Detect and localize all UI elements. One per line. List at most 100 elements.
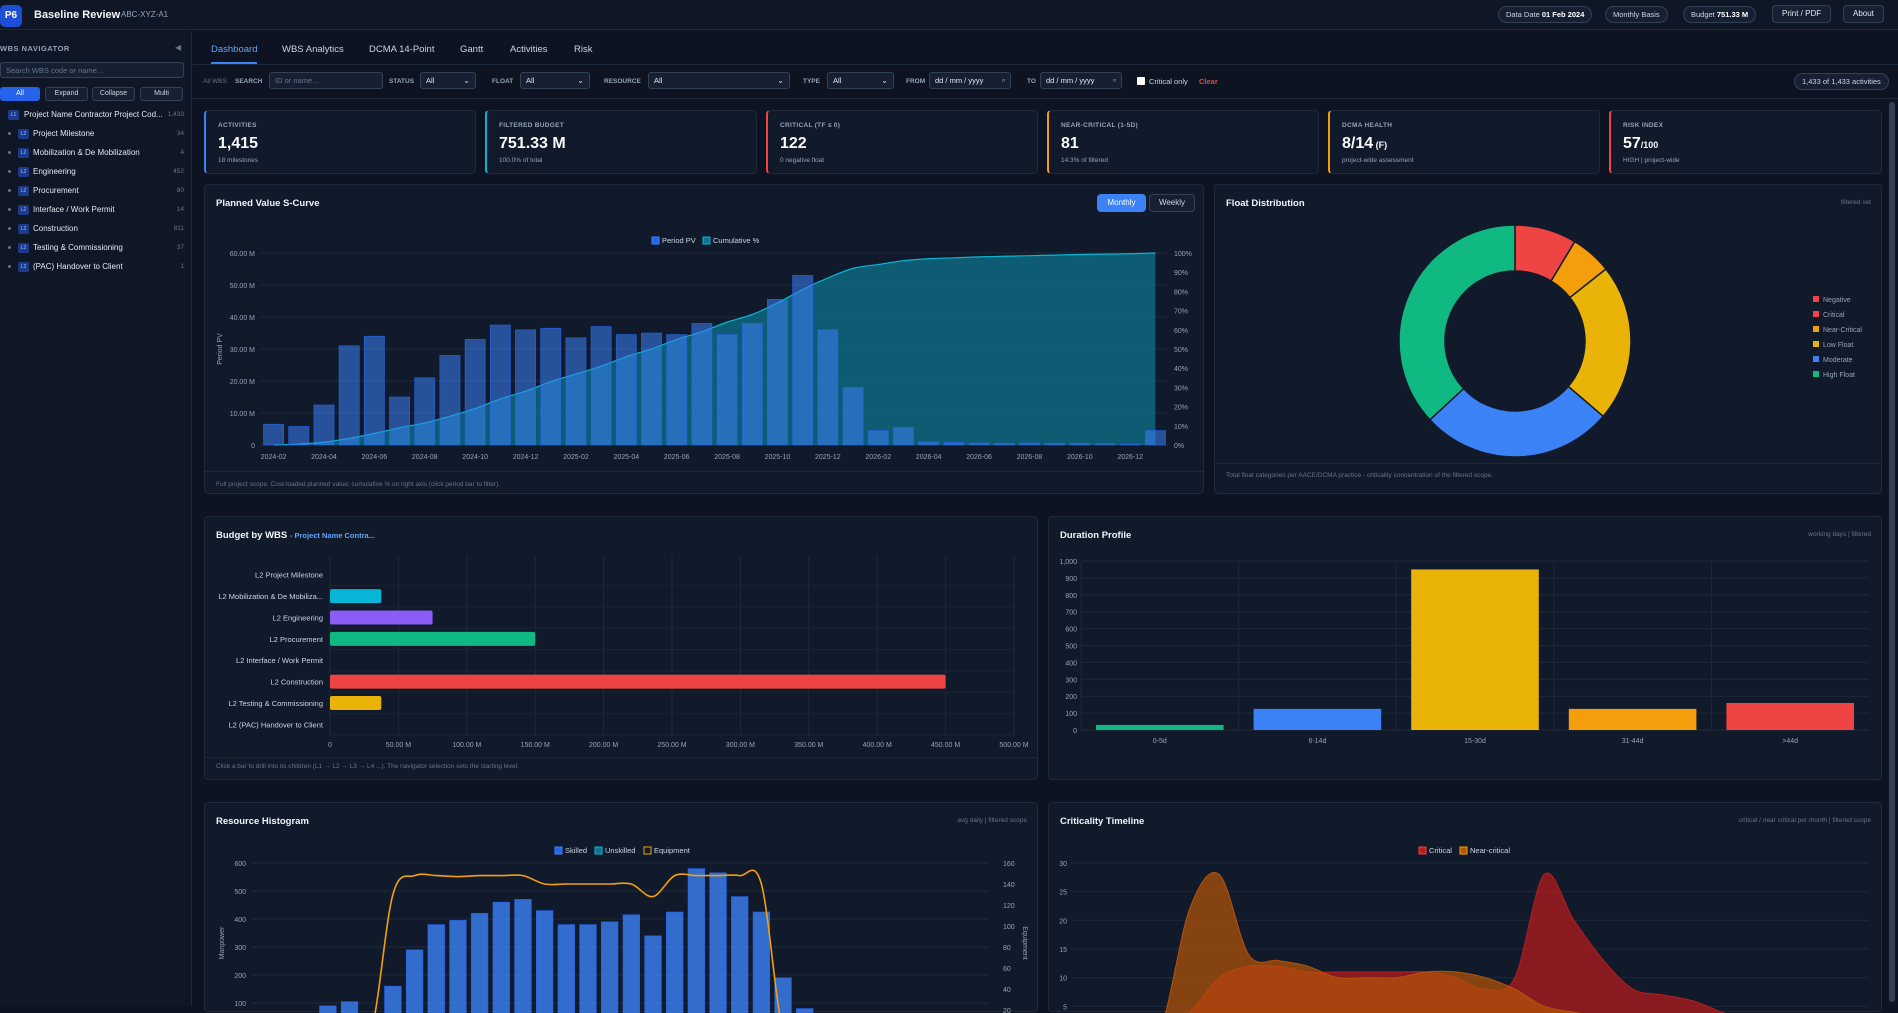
expand-button[interactable]: Expand (45, 87, 88, 101)
legend-label: Unskilled (605, 846, 635, 855)
about-button[interactable]: About (1843, 5, 1884, 23)
pv-bar (515, 329, 536, 446)
pv-bar (792, 275, 814, 446)
y-tick-label: 100 (1065, 711, 1077, 718)
print-pdf-button[interactable]: Print / PDF (1772, 5, 1832, 23)
wbs-row[interactable]: L2 Mobilization & De Mobilization 4 (0, 145, 188, 161)
search-input[interactable]: ID or name... (269, 72, 383, 89)
page-scrollbar[interactable] (1888, 100, 1896, 1006)
kpi-value: 122 (780, 135, 807, 153)
chevron-down-icon: ⌄ (881, 76, 888, 85)
y-tick-label: 600 (234, 861, 246, 868)
pv-bar (918, 441, 940, 446)
tab-gantt[interactable]: Gantt (460, 44, 484, 55)
y-tick-label: 600 (1065, 627, 1077, 634)
tab-activities[interactable]: Activities (510, 44, 548, 55)
budget-chart[interactable]: 0 50.00 M 100.00 M 150.00 M 200.00 M 250.00 M… (205, 517, 1039, 757)
critical-only-checkbox[interactable] (1137, 77, 1145, 85)
pv-bar (1119, 443, 1141, 446)
category-label: L2 Engineering (273, 613, 323, 622)
tab-dashboard[interactable]: Dashboard (211, 36, 258, 64)
y2-tick-label: 10% (1174, 424, 1188, 431)
multi-button[interactable]: Multi (140, 87, 183, 101)
monthly-toggle[interactable]: Monthly (1097, 194, 1146, 212)
panel-divider (1215, 463, 1881, 464)
budget-value: 751.33 M (1716, 10, 1749, 19)
from-date-input[interactable]: dd / mm / yyyy ▫ (929, 72, 1011, 89)
scrollbar-thumb[interactable] (1889, 102, 1895, 1002)
y-tick-label: 5 (1063, 1004, 1067, 1011)
pv-bar (464, 339, 486, 446)
float-panel: Float Distribution filtered set Negative… (1214, 184, 1882, 494)
top-bar: P6 Baseline Review ABC-XYZ-A1 Data Date … (0, 0, 1898, 30)
wbs-row[interactable]: L1 Project Name Contractor Project Cod...… (0, 107, 188, 123)
wbs-row[interactable]: L2 Testing & Commissioning 37 (0, 240, 188, 256)
float-meta: filtered set (1841, 199, 1871, 206)
x-tick-label: 2025-10 (765, 454, 791, 461)
legend-label: Critical (1823, 312, 1845, 319)
equipment-line (374, 869, 781, 1013)
wbs-row[interactable]: L2 Interface / Work Permit 14 (0, 202, 188, 218)
float-select[interactable]: All ⌄ (520, 72, 590, 89)
y2-tick-label: 0% (1174, 443, 1184, 450)
tab-divider (193, 64, 1898, 65)
y-tick-label: 0 (1073, 728, 1077, 735)
wbs-level-badge: L2 (18, 129, 29, 139)
pv-bar (389, 396, 410, 446)
wbs-count: 811 (173, 225, 184, 232)
float-chart[interactable]: Negative Critical Near-Critical Low Float Mo… (1215, 185, 1883, 465)
y2-tick-label: 80 (1003, 945, 1011, 952)
legend-label: Critical (1429, 846, 1452, 855)
kpi-subtext: 18 milestones (218, 157, 259, 164)
criticality-meta: critical / near critical per month | fil… (1738, 817, 1871, 824)
y-tick-label: 60.00 M (230, 251, 255, 258)
duration-chart[interactable]: 0 100 200 300 400 500 600 700 800 900 1,000 0-5d 6-1… (1049, 517, 1883, 781)
wbs-search-input[interactable] (0, 62, 184, 78)
legend-label: Cumulative % (713, 236, 760, 245)
y-tick-label: 30 (1059, 861, 1067, 868)
wbs-row[interactable]: L2 (PAC) Handover to Client 1 (0, 259, 188, 275)
criticality-chart[interactable]: 5 10 15 20 25 30 Critical Near-critical (1049, 803, 1883, 1013)
skilled-bar (796, 1008, 814, 1013)
scurve-panel: Planned Value S-Curve Monthly Weekly 0 10… (204, 184, 1204, 494)
all-button[interactable]: All (0, 87, 40, 101)
tab-wbs-analytics[interactable]: WBS Analytics (282, 44, 344, 55)
to-date-input[interactable]: dd / mm / yyyy ▫ (1040, 72, 1122, 89)
resource-select[interactable]: All ⌄ (648, 72, 790, 89)
wbs-row[interactable]: L2 Project Milestone 34 (0, 126, 188, 142)
y2-tick-label: 50% (1174, 347, 1188, 354)
wbs-level-badge: L2 (18, 148, 29, 158)
status-select[interactable]: All ⌄ (420, 72, 476, 89)
resource-chart[interactable]: 100 200 300 400 500 600 20 40 60 80 100 120 140 160 Ma… (205, 803, 1039, 1013)
y2-tick-label: 60% (1174, 328, 1188, 335)
kpi-label: DCMA HEALTH (1342, 122, 1393, 129)
wbs-row[interactable]: L2 Procurement 80 (0, 183, 188, 199)
kpi-label: NEAR-CRITICAL (1-5D) (1061, 122, 1139, 129)
clear-filters-button[interactable]: Clear (1199, 77, 1218, 86)
pv-bar (1044, 443, 1066, 446)
kpi-card: FILTERED BUDGET 751.33 M 100.0% of total (485, 110, 757, 174)
tab-risk[interactable]: Risk (574, 44, 593, 55)
wbs-level-badge: L1 (8, 110, 19, 120)
wbs-level-badge: L2 (18, 243, 29, 253)
pv-bar (993, 443, 1015, 446)
scurve-chart[interactable]: 0 10.00 M 20.00 M 30.00 M 40.00 M 50.00 M 60.0… (205, 185, 1205, 465)
wbs-row[interactable]: L2 Construction 811 (0, 221, 188, 237)
weekly-toggle[interactable]: Weekly (1149, 194, 1195, 212)
budget-bar (330, 610, 433, 625)
category-label: L2 Interface / Work Permit (236, 656, 324, 665)
tab-dcma-14-point[interactable]: DCMA 14-Point (369, 44, 435, 55)
collapse-sidebar-icon[interactable]: ◀ (175, 43, 182, 52)
x-tick-label: 2026-08 (1017, 454, 1043, 461)
kpi-card: RISK INDEX 57/100 HIGH | project-wide (1609, 110, 1882, 174)
y-tick-label: 20 (1059, 918, 1067, 925)
wbs-name: Interface / Work Permit (33, 205, 115, 214)
x-tick-label: 2026-06 (966, 454, 992, 461)
x-tick-label: 2024-08 (412, 454, 438, 461)
collapse-button[interactable]: Collapse (92, 87, 135, 101)
y-tick-label: 15 (1059, 947, 1067, 954)
type-select[interactable]: All ⌄ (827, 72, 894, 89)
wbs-row[interactable]: L2 Engineering 452 (0, 164, 188, 180)
y-tick-label: 500 (1065, 644, 1077, 651)
kpi-label: ACTIVITIES (218, 122, 257, 129)
